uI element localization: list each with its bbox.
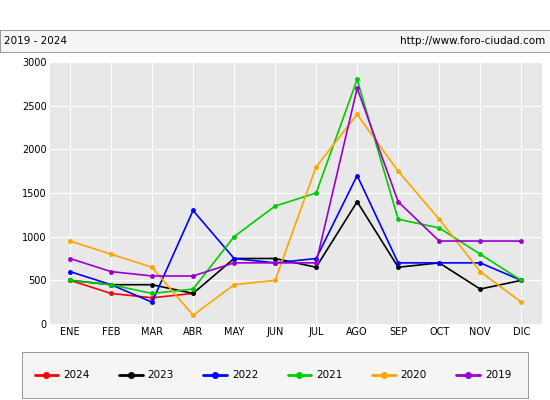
Text: 2024: 2024 bbox=[63, 370, 90, 380]
Text: 2023: 2023 bbox=[147, 370, 174, 380]
Text: 2019 - 2024: 2019 - 2024 bbox=[4, 36, 68, 46]
Text: 2019: 2019 bbox=[485, 370, 512, 380]
Text: 2022: 2022 bbox=[232, 370, 258, 380]
Text: 2020: 2020 bbox=[400, 370, 427, 380]
Text: http://www.foro-ciudad.com: http://www.foro-ciudad.com bbox=[400, 36, 546, 46]
Text: Evolucion Nº Turistas Nacionales en el municipio de Santa Cruz de Moya: Evolucion Nº Turistas Nacionales en el m… bbox=[36, 8, 514, 22]
Text: 2021: 2021 bbox=[316, 370, 343, 380]
